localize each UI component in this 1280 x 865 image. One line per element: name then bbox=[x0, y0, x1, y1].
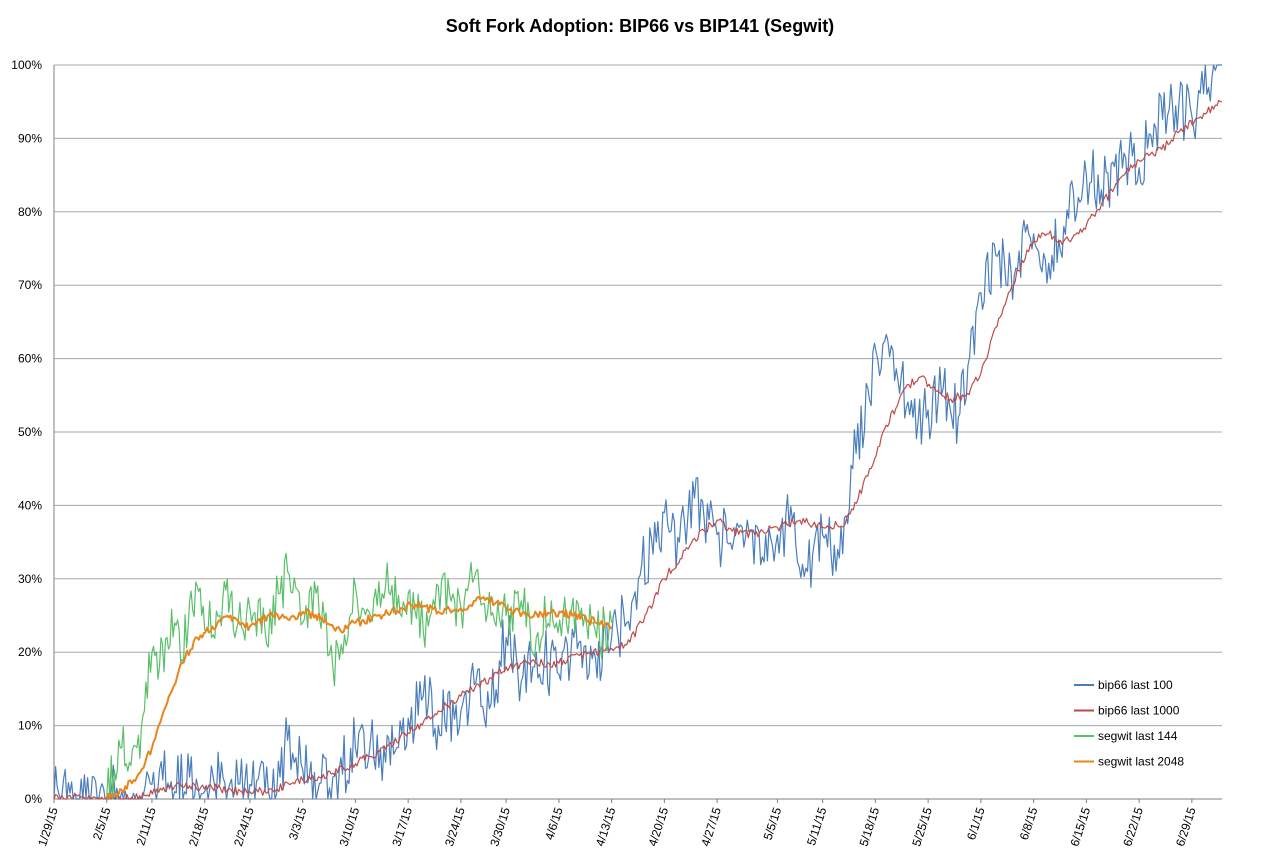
gridlines bbox=[53, 64, 1222, 800]
y-tick-label: 20% bbox=[18, 645, 42, 659]
series-line-2 bbox=[106, 552, 613, 800]
y-tick-label: 40% bbox=[18, 498, 42, 512]
x-tick-label: 6/1/15 bbox=[964, 805, 988, 841]
y-tick-label: 50% bbox=[18, 425, 42, 439]
series-line-0 bbox=[53, 64, 1222, 800]
y-tick-label: 70% bbox=[18, 278, 42, 292]
legend-label: bip66 last 1000 bbox=[1098, 704, 1180, 718]
plot-series bbox=[53, 64, 1223, 800]
y-tick-label: 0% bbox=[25, 792, 43, 806]
x-tick-label: 1/29/15 bbox=[35, 805, 61, 848]
x-tick-label: 6/29/15 bbox=[1173, 805, 1199, 848]
x-tick-label: 2/11/15 bbox=[133, 805, 159, 847]
x-tick-label: 6/8/15 bbox=[1017, 805, 1041, 841]
y-axis-tick-labels: 0% 10% 20% 30% 40% 50% 60% 70% 80% 90% 100% bbox=[11, 58, 42, 806]
x-tick-label: 5/25/15 bbox=[909, 805, 935, 848]
x-tick-label: 4/13/15 bbox=[593, 805, 619, 848]
legend-label: segwit last 144 bbox=[1098, 729, 1178, 743]
x-tick-label: 3/24/15 bbox=[442, 805, 468, 848]
x-tick-label: 6/15/15 bbox=[1068, 805, 1094, 848]
series-line-3 bbox=[105, 595, 613, 800]
x-tick-label: 4/6/15 bbox=[542, 805, 566, 841]
x-tick-label: 5/5/15 bbox=[761, 805, 785, 841]
y-tick-label: 30% bbox=[18, 572, 42, 586]
y-tick-label: 60% bbox=[18, 352, 42, 366]
chart-title: Soft Fork Adoption: BIP66 vs BIP141 (Seg… bbox=[446, 16, 834, 36]
x-tick-label: 2/18/15 bbox=[186, 805, 212, 848]
y-tick-label: 100% bbox=[11, 58, 42, 72]
x-tick-label: 2/5/15 bbox=[90, 805, 114, 841]
x-tick-label: 3/10/15 bbox=[337, 805, 363, 848]
x-tick-label: 6/22/15 bbox=[1120, 805, 1146, 848]
x-tick-label: 5/11/15 bbox=[804, 805, 830, 847]
x-tick-label: 4/20/15 bbox=[646, 805, 672, 848]
y-tick-label: 80% bbox=[18, 205, 42, 219]
legend: bip66 last 100 bip66 last 1000 segwit last… bbox=[1074, 678, 1184, 769]
series-line-1 bbox=[53, 99, 1223, 800]
x-tick-label: 5/18/15 bbox=[857, 805, 883, 848]
x-tick-label: 4/27/15 bbox=[698, 805, 724, 848]
legend-label: bip66 last 100 bbox=[1098, 678, 1173, 692]
x-tick-label: 2/24/15 bbox=[231, 805, 257, 848]
y-tick-label: 90% bbox=[18, 131, 42, 145]
x-tick-label: 3/30/15 bbox=[487, 805, 513, 848]
legend-label: segwit last 2048 bbox=[1098, 755, 1184, 769]
x-tick-label: 3/17/15 bbox=[389, 805, 415, 848]
y-tick-label: 10% bbox=[18, 719, 42, 733]
x-axis-tick-labels: 1/29/15 2/5/15 2/11/15 2/18/15 2/24/15 3/3/15… bbox=[35, 799, 1199, 848]
x-tick-label: 3/3/15 bbox=[286, 805, 310, 841]
